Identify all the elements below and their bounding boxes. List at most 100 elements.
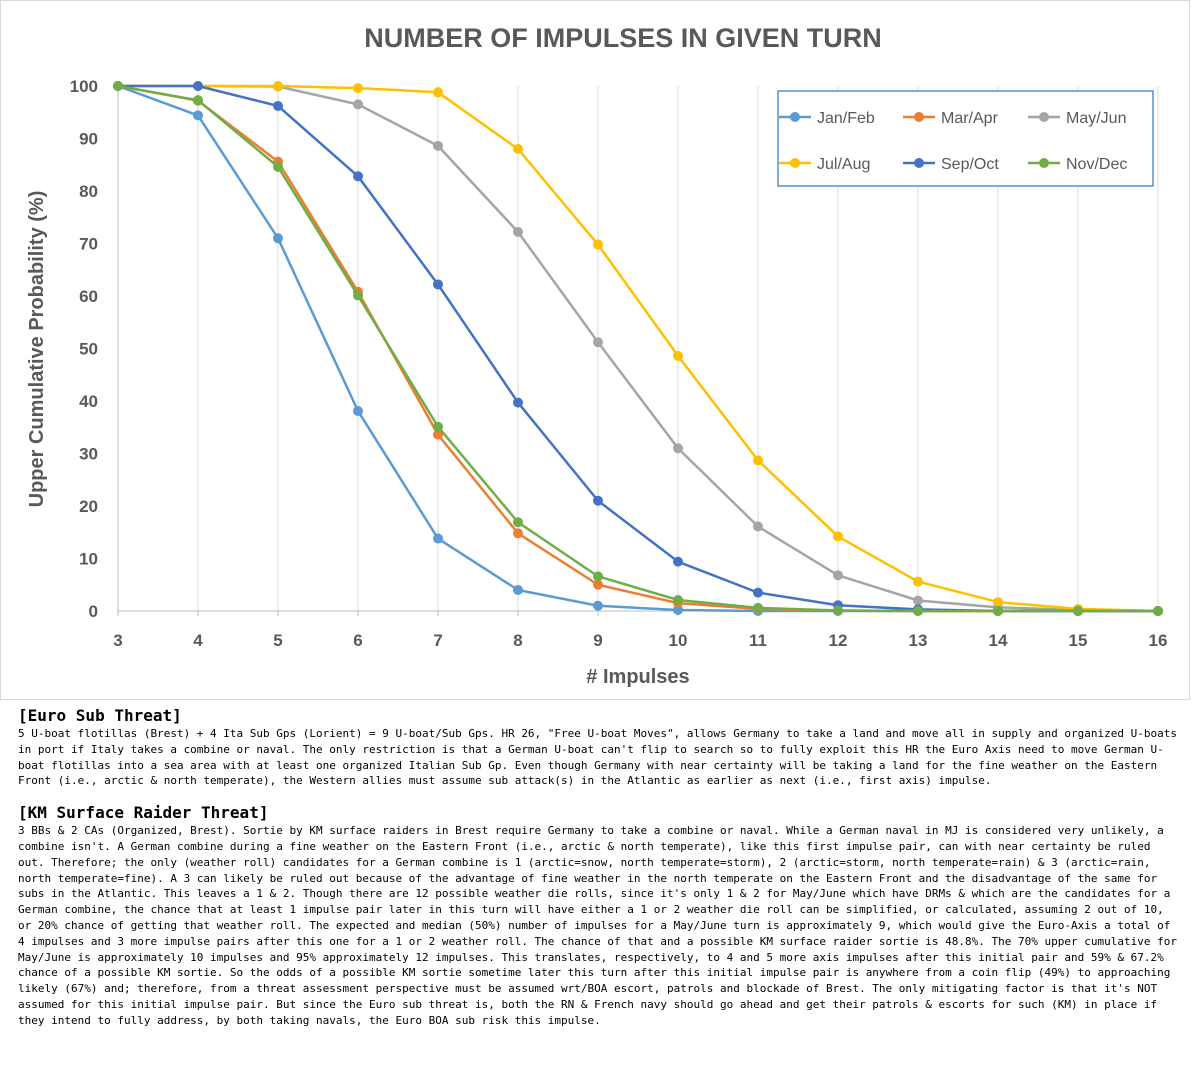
data-point [593, 239, 603, 250]
series-line [117, 84, 1158, 613]
data-point [913, 595, 923, 606]
legend-entry: May/Jun [1028, 110, 1126, 127]
chart-title: NUMBER OF IMPULSES IN GIVEN TURN [364, 23, 882, 53]
x-tick-label: 15 [1069, 631, 1088, 650]
x-tick-label: 16 [1149, 631, 1168, 650]
y-tick-label: 20 [79, 497, 98, 516]
data-point [353, 171, 363, 182]
x-tick-label: 10 [669, 631, 688, 650]
data-point [193, 110, 203, 121]
x-tick-label: 9 [593, 631, 602, 650]
legend-entry: Jan/Feb [779, 110, 875, 127]
data-point [433, 533, 443, 544]
data-point [513, 226, 523, 237]
y-axis-label: Upper Cumulative Probability (%) [26, 191, 48, 508]
legend-box [777, 90, 1154, 187]
series-nov-dec [113, 81, 1163, 616]
y-tick-label: 100 [70, 77, 98, 96]
legend-entry: Jul/Aug [779, 156, 870, 173]
data-point [753, 455, 763, 466]
series-jul-aug [113, 81, 1163, 616]
x-tick-label: 14 [989, 631, 1008, 650]
data-point [273, 81, 283, 91]
x-tick-label: 5 [273, 631, 282, 650]
legend-swatch-marker [790, 158, 800, 168]
data-point [273, 161, 283, 172]
y-tick-label: 80 [79, 182, 98, 201]
x-axis-label: # Impulses [586, 666, 689, 688]
data-point [353, 290, 363, 301]
y-tick-label: 30 [79, 445, 98, 464]
legend-swatch-marker [1039, 158, 1049, 168]
data-point [353, 405, 363, 416]
y-tick-label: 40 [79, 392, 98, 411]
data-point [833, 605, 843, 616]
data-point [513, 397, 523, 408]
data-point [513, 528, 523, 539]
data-point [193, 95, 203, 106]
data-point [433, 87, 443, 98]
legend-label: Jan/Feb [817, 110, 875, 127]
data-point [833, 531, 843, 542]
data-point [193, 81, 203, 91]
line-chart: NUMBER OF IMPULSES IN GIVEN TURN 3 4 5 6 7 8 9… [26, 23, 1168, 688]
data-point [513, 144, 523, 154]
note-body: 5 U-boat flotillas (Brest) + 4 Ita Sub G… [18, 727, 1177, 788]
data-point [593, 600, 603, 611]
legend-label: May/Jun [1066, 110, 1126, 127]
data-point [593, 495, 603, 506]
legend-label: Nov/Dec [1066, 156, 1127, 173]
legend-swatch-marker [914, 112, 924, 122]
legend-entry: Nov/Dec [1028, 156, 1127, 173]
legend-entry: Mar/Apr [903, 110, 999, 127]
note-euro-sub-threat: [Euro Sub Threat] 5 U-boat flotillas (Br… [18, 706, 1178, 789]
legend-label: Sep/Oct [941, 156, 999, 173]
data-point [513, 517, 523, 528]
y-tick-label: 60 [79, 287, 98, 306]
legend-entry: Sep/Oct [903, 156, 999, 173]
x-tick-label: 6 [353, 631, 362, 650]
data-point [433, 429, 443, 440]
note-km-surface-raider-threat: [KM Surface Raider Threat] 3 BBs & 2 CAs… [18, 803, 1178, 1028]
y-tick-label: 50 [79, 340, 98, 359]
notes-section: [Euro Sub Threat] 5 U-boat flotillas (Br… [18, 706, 1178, 1029]
x-tick-label: 3 [113, 631, 122, 650]
y-tick-label: 90 [79, 130, 98, 149]
data-point [833, 570, 843, 581]
data-point [993, 597, 1003, 608]
data-point [673, 350, 683, 361]
data-point [993, 606, 1003, 616]
axes: 3 4 5 6 7 8 9 10 11 12 13 14 15 16 0 10 20 30 40 50 60 70 80 90… [70, 77, 1168, 650]
data-point [673, 556, 683, 567]
data-point [753, 602, 763, 613]
data-point [353, 83, 363, 94]
y-tick-label: 0 [89, 602, 98, 621]
x-tick-label: 8 [513, 631, 522, 650]
data-point [513, 585, 523, 595]
data-point [593, 579, 603, 590]
data-point [913, 576, 923, 587]
note-body: 3 BBs & 2 CAs (Organized, Brest). Sortie… [18, 824, 1177, 1027]
data-point [433, 421, 443, 432]
y-tick-label: 70 [79, 235, 98, 254]
legend: Jan/Feb Mar/Apr May/Jun Jul/Aug Sep/Oct Nov/D… [777, 90, 1154, 187]
y-tick-label: 10 [79, 550, 98, 569]
x-tick-label: 11 [749, 631, 767, 650]
x-tick-label: 12 [829, 631, 848, 650]
data-point [673, 594, 683, 605]
legend-label: Mar/Apr [941, 110, 999, 127]
data-point [753, 521, 763, 532]
data-point [593, 571, 603, 582]
chart-frame: NUMBER OF IMPULSES IN GIVEN TURN 3 4 5 6 7 8 9… [0, 0, 1190, 700]
data-point [113, 81, 123, 91]
data-point [433, 279, 443, 290]
data-point [273, 100, 283, 111]
legend-swatch-marker [790, 112, 800, 122]
x-tick-label: 4 [193, 631, 203, 650]
data-point [433, 140, 443, 151]
data-point [593, 337, 603, 348]
series-line [118, 84, 1159, 613]
legend-label: Jul/Aug [817, 156, 870, 173]
data-point [1073, 606, 1083, 616]
series-lines [113, 81, 1163, 616]
